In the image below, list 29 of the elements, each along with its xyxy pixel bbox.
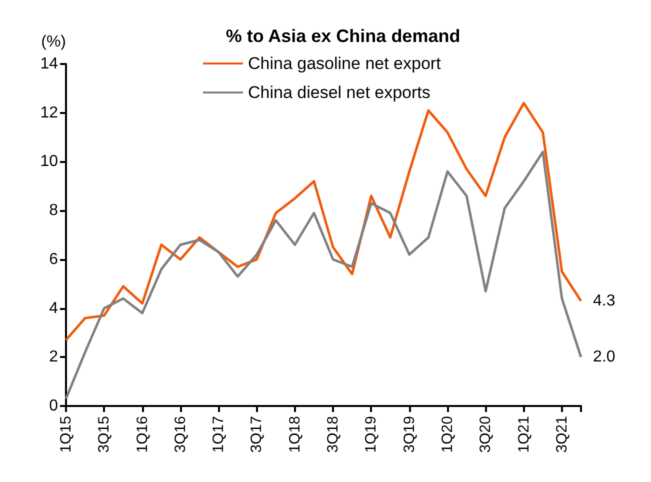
- legend-label: China gasoline net export: [248, 54, 442, 73]
- x-tick-label: 3Q17: [248, 416, 266, 453]
- x-tick-label: 1Q17: [210, 416, 228, 453]
- y-axis-title: (%): [41, 34, 66, 50]
- x-tick-label: 1Q18: [286, 416, 304, 453]
- x-tick-label: 3Q16: [172, 416, 189, 453]
- x-tick-label: 1Q20: [438, 416, 456, 453]
- line-series: [64, 150, 582, 400]
- y-tick-label: 0: [49, 398, 58, 414]
- y-tick-label: 6: [49, 250, 58, 268]
- y-tick-label: 2: [49, 348, 58, 366]
- x-tick-label: 3Q15: [96, 416, 113, 453]
- x-tick-label: 3Q20: [477, 416, 494, 453]
- y-tick-label: 10: [40, 153, 58, 170]
- y-tick-label: 12: [40, 104, 58, 122]
- legend-label: China diesel net exports: [248, 83, 430, 102]
- x-tick-label: 1Q19: [362, 416, 380, 453]
- x-tick-label: 3Q18: [324, 416, 342, 453]
- chart-title: % to Asia ex China demand: [226, 26, 460, 46]
- y-tick-label: 14: [40, 56, 58, 72]
- x-tick-label: 3Q21: [553, 416, 570, 453]
- x-tick-label: 3Q19: [400, 416, 418, 453]
- x-tick-label: 1Q16: [134, 416, 151, 453]
- data-label: 2.0: [593, 348, 616, 366]
- y-tick-label: 8: [49, 202, 58, 220]
- y-tick-label: 4: [49, 300, 58, 317]
- x-tick-label: 1Q21: [515, 416, 532, 453]
- x-tick-label: 1Q15: [58, 416, 74, 453]
- data-label: 4.3: [593, 292, 616, 310]
